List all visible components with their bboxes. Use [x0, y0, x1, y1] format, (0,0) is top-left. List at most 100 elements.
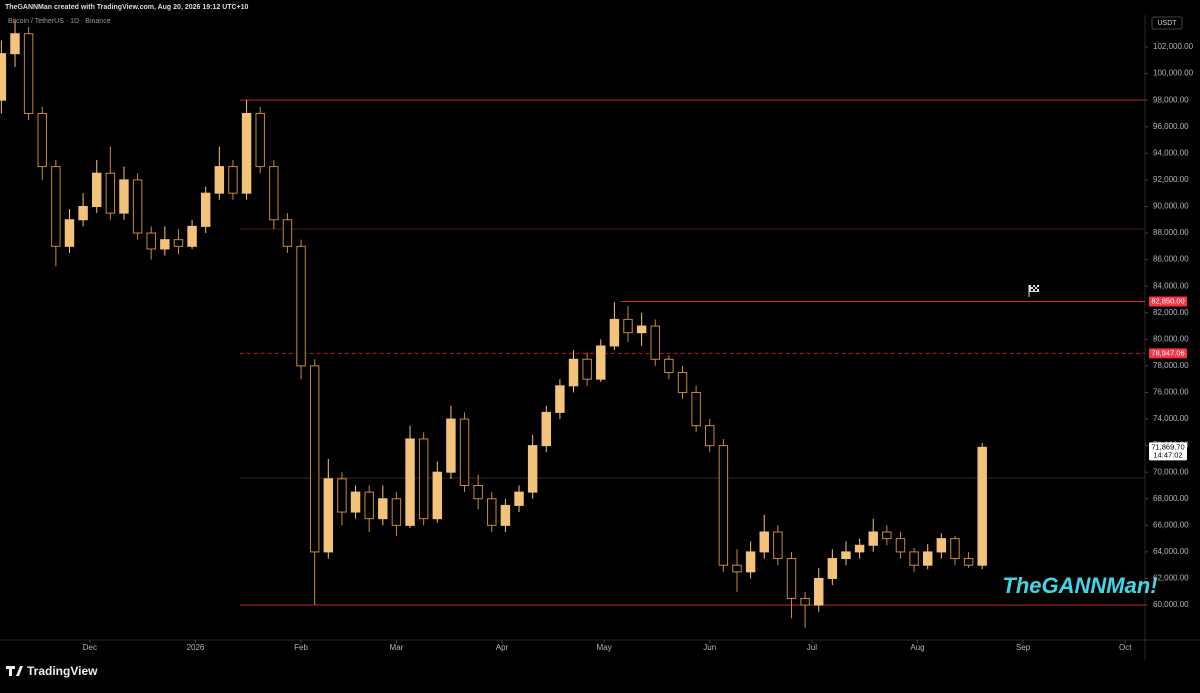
candle-body — [950, 538, 960, 560]
candle-body — [841, 551, 851, 560]
candle-body — [582, 358, 592, 380]
y-tick-label: 92,000.00 — [1153, 175, 1189, 184]
y-tick-label: 64,000.00 — [1153, 547, 1189, 556]
candle-body — [596, 345, 606, 380]
candle-body — [786, 558, 797, 599]
price-label: 78,947.06 — [1151, 348, 1184, 357]
y-tick-label: 86,000.00 — [1153, 255, 1189, 264]
x-tick-label: Jul — [807, 643, 817, 652]
candle-body — [255, 112, 265, 168]
y-tick-label: 80,000.00 — [1153, 334, 1189, 343]
candle-body — [296, 245, 306, 367]
candle-body — [78, 205, 88, 221]
y-tick-label: 100,000.00 — [1153, 69, 1194, 78]
candle-body — [487, 498, 497, 526]
footer: TradingView — [27, 664, 98, 678]
watermark: TheGANNMan! — [1002, 573, 1157, 598]
candle-body — [650, 325, 660, 360]
currency[interactable]: USDT — [1157, 20, 1177, 27]
candle-body — [146, 232, 156, 250]
candle-body — [405, 438, 415, 526]
candle-body — [309, 365, 320, 553]
candle-body — [350, 491, 361, 513]
candle-body — [473, 484, 483, 500]
y-tick-label: 74,000.00 — [1153, 414, 1189, 423]
candle-body — [922, 551, 933, 566]
y-tick-label: 96,000.00 — [1153, 122, 1189, 131]
candle-body — [745, 551, 756, 573]
candle-body — [977, 446, 987, 566]
y-tick-label: 90,000.00 — [1153, 202, 1189, 211]
candle-body — [936, 538, 947, 553]
candle-body — [609, 318, 620, 347]
candle-body — [337, 478, 347, 513]
y-tick-label: 94,000.00 — [1153, 148, 1189, 157]
price-label-box — [1149, 442, 1187, 461]
x-tick-label: Feb — [294, 643, 308, 652]
candle-body — [459, 418, 470, 486]
candle-body — [119, 179, 129, 214]
finish-flag — [1028, 285, 1039, 297]
header: TheGANNMan created with TradingView.com,… — [5, 4, 249, 11]
candle-body — [269, 166, 279, 221]
candle-body — [909, 551, 919, 566]
candle-body — [364, 491, 374, 520]
candle-body — [228, 166, 238, 194]
candle-body — [10, 33, 20, 55]
price-countdown: 14:47:02 — [1153, 450, 1182, 459]
candle-body — [282, 219, 293, 247]
candle-body — [527, 445, 538, 493]
candle-body — [378, 498, 388, 520]
x-tick-label: Jun — [703, 643, 716, 652]
price-label-box — [1149, 296, 1187, 307]
x-tick-label: Dec — [83, 643, 97, 652]
candle-body — [555, 385, 565, 413]
candle-body — [800, 597, 810, 606]
candle-body — [827, 558, 838, 579]
candle-body — [64, 219, 75, 247]
candle-body — [882, 531, 892, 540]
candle-body — [759, 531, 769, 553]
y-tick-label: 78,000.00 — [1153, 361, 1189, 370]
candle-body — [705, 425, 715, 447]
y-tick-label: 70,000.00 — [1153, 467, 1189, 476]
candle-body — [677, 372, 688, 393]
x-tick-label: Apr — [496, 643, 509, 652]
candle-body — [718, 445, 729, 566]
candle-body — [773, 531, 783, 560]
y-tick-label: 88,000.00 — [1153, 228, 1189, 237]
x-tick-label: 2026 — [187, 643, 205, 652]
currency-box[interactable] — [1151, 16, 1183, 30]
y-tick-label: 60,000.00 — [1153, 600, 1189, 609]
candle-body — [187, 225, 197, 247]
y-tick-label: 62,000.00 — [1153, 574, 1189, 583]
candle-body — [200, 192, 211, 227]
candle-body — [0, 53, 7, 101]
candle-body — [418, 438, 429, 520]
candle-body — [241, 112, 252, 194]
candle-body — [636, 325, 647, 334]
candle-body — [23, 33, 34, 114]
x-tick-label: May — [597, 643, 612, 652]
candle-body — [854, 544, 865, 553]
candle-body — [568, 358, 579, 387]
x-tick-label: Oct — [1119, 643, 1132, 652]
x-tick-label: Mar — [390, 643, 404, 652]
candle-body — [541, 411, 551, 447]
y-tick-label: 98,000.00 — [1153, 95, 1189, 104]
candle-body — [105, 172, 116, 214]
candle-body — [895, 538, 906, 553]
candle-body — [91, 172, 102, 207]
price-label-box — [1149, 348, 1187, 359]
candle-body — [732, 564, 742, 573]
y-tick-label: 82,000.00 — [1153, 308, 1189, 317]
y-tick-label: 102,000.00 — [1153, 42, 1194, 51]
candle-body — [814, 577, 824, 606]
symbol-title: Bitcoin / TetherUS · 1D · Binance — [8, 18, 111, 25]
y-tick-label: 68,000.00 — [1153, 494, 1189, 503]
candle-body — [623, 318, 633, 334]
candle-body — [664, 358, 674, 374]
y-tick-label: 76,000.00 — [1153, 388, 1189, 397]
plot-area — [0, 20, 1145, 628]
